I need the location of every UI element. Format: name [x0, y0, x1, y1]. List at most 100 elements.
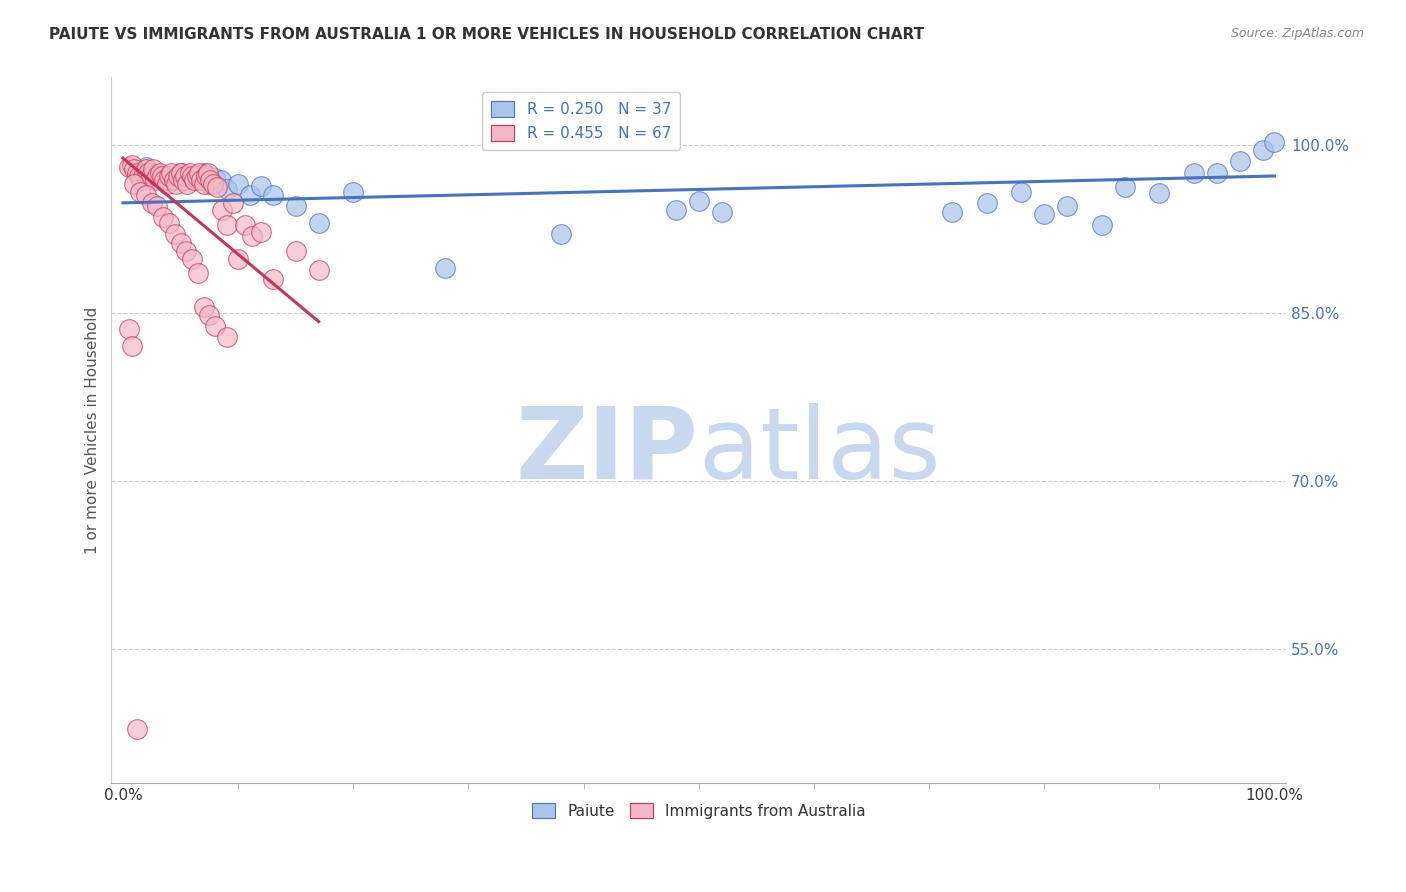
Point — [688, 194, 710, 208]
Point — [181, 169, 204, 183]
Point — [139, 169, 162, 183]
Point — [118, 322, 141, 336]
Point — [131, 173, 153, 187]
Point — [226, 252, 249, 266]
Point — [149, 166, 172, 180]
Point — [308, 216, 330, 230]
Point — [128, 169, 150, 183]
Point — [1033, 207, 1056, 221]
Point — [162, 173, 184, 187]
Point — [204, 171, 226, 186]
Point — [125, 723, 148, 737]
Point — [198, 177, 221, 191]
Point — [187, 166, 209, 180]
Point — [160, 166, 183, 180]
Point — [163, 227, 186, 242]
Point — [550, 227, 572, 242]
Point — [172, 173, 194, 187]
Point — [187, 267, 209, 281]
Point — [215, 219, 238, 233]
Point — [284, 199, 307, 213]
Point — [187, 173, 209, 187]
Point — [142, 162, 165, 177]
Point — [215, 182, 238, 196]
Point — [169, 166, 191, 180]
Point — [250, 225, 273, 239]
Point — [157, 169, 180, 183]
Point — [193, 166, 215, 180]
Point — [342, 185, 364, 199]
Point — [209, 173, 232, 187]
Point — [124, 162, 146, 177]
Point — [146, 199, 169, 213]
Point — [156, 177, 179, 191]
Point — [233, 219, 256, 233]
Point — [197, 166, 219, 180]
Point — [308, 263, 330, 277]
Point — [262, 272, 284, 286]
Text: atlas: atlas — [699, 403, 941, 500]
Point — [141, 195, 163, 210]
Point — [150, 169, 173, 183]
Point — [710, 204, 733, 219]
Point — [157, 173, 180, 187]
Point — [181, 252, 204, 266]
Point — [176, 177, 198, 191]
Point — [1056, 199, 1078, 213]
Point — [200, 173, 222, 187]
Point — [190, 173, 212, 187]
Point — [157, 216, 180, 230]
Text: ZIP: ZIP — [516, 403, 699, 500]
Point — [226, 177, 249, 191]
Point — [1229, 154, 1251, 169]
Point — [1205, 166, 1227, 180]
Text: PAIUTE VS IMMIGRANTS FROM AUSTRALIA 1 OR MORE VEHICLES IN HOUSEHOLD CORRELATION : PAIUTE VS IMMIGRANTS FROM AUSTRALIA 1 OR… — [49, 27, 924, 42]
Point — [434, 260, 457, 275]
Point — [1010, 185, 1032, 199]
Point — [262, 188, 284, 202]
Text: Source: ZipAtlas.com: Source: ZipAtlas.com — [1230, 27, 1364, 40]
Point — [179, 166, 201, 180]
Point — [240, 229, 263, 244]
Point — [222, 195, 245, 210]
Point — [215, 330, 238, 344]
Point — [284, 244, 307, 258]
Point — [174, 169, 197, 183]
Point — [204, 319, 226, 334]
Point — [169, 166, 191, 180]
Legend: Paiute, Immigrants from Australia: Paiute, Immigrants from Australia — [526, 797, 872, 825]
Point — [1263, 136, 1285, 150]
Point — [135, 160, 157, 174]
Point — [135, 162, 157, 177]
Point — [129, 185, 152, 199]
Point — [181, 171, 204, 186]
Point — [121, 158, 143, 172]
Point — [194, 169, 217, 183]
Point — [132, 166, 155, 180]
Point — [1251, 143, 1274, 157]
Point — [207, 180, 229, 194]
Point — [239, 188, 262, 202]
Point — [146, 171, 169, 186]
Point — [121, 339, 143, 353]
Point — [136, 166, 159, 180]
Point — [211, 202, 233, 217]
Point — [183, 173, 205, 187]
Y-axis label: 1 or more Vehicles in Household: 1 or more Vehicles in Household — [86, 307, 100, 554]
Point — [153, 173, 176, 187]
Point — [1149, 186, 1171, 200]
Point — [201, 177, 224, 191]
Point — [174, 244, 197, 258]
Point — [165, 177, 187, 191]
Point — [169, 236, 191, 251]
Point — [1182, 166, 1205, 180]
Point — [193, 177, 215, 191]
Point — [186, 169, 208, 183]
Point — [124, 177, 146, 191]
Point — [1114, 180, 1136, 194]
Point — [193, 300, 215, 314]
Point — [143, 173, 166, 187]
Point — [976, 195, 998, 210]
Point — [198, 308, 221, 322]
Point — [167, 169, 190, 183]
